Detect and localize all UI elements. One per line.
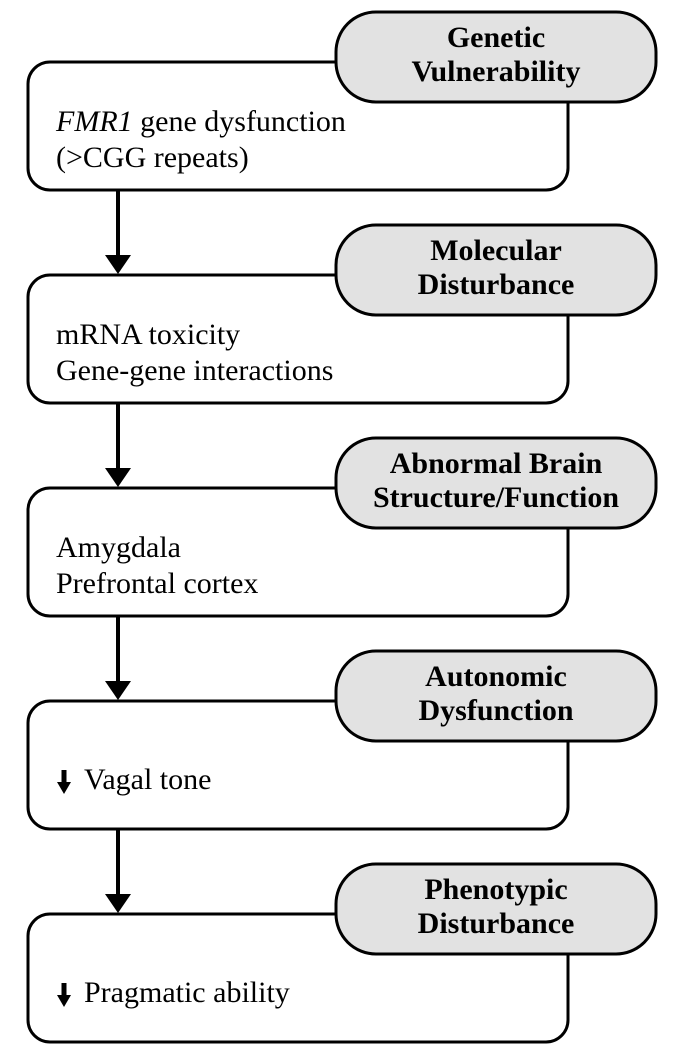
header-text: Disturbance [418, 907, 575, 940]
header-text: Structure/Function [373, 481, 619, 514]
header-text: Phenotypic [424, 873, 567, 906]
flowchart-canvas: FMR1 gene dysfunction(>CGG repeats) mRNA … [0, 0, 692, 1050]
body-line: Pragmatic ability [57, 976, 290, 1009]
connector-arrow [105, 404, 131, 487]
body-text: Pragmatic ability [84, 976, 290, 1009]
body-text: Vagal tone [84, 763, 211, 796]
header-text: Abnormal Brain [390, 447, 603, 480]
header-text: Molecular [430, 234, 562, 267]
flow-node-header: GeneticVulnerability [336, 12, 656, 102]
header-text: Disturbance [418, 268, 575, 301]
flow-node-header: MolecularDisturbance [336, 225, 656, 315]
body-text: mRNA toxicity [56, 318, 240, 351]
body-text: FMR1 gene dysfunction [55, 105, 346, 138]
body-text: Amygdala [56, 531, 181, 564]
body-text: (>CGG repeats) [56, 141, 249, 174]
connector-arrow [105, 830, 131, 913]
body-line: Gene-gene interactions [56, 354, 333, 387]
body-line: mRNA toxicity [56, 318, 240, 351]
header-text: Genetic [447, 21, 545, 54]
body-text: Prefrontal cortex [56, 567, 258, 600]
flow-node-header: PhenotypicDisturbance [336, 864, 656, 954]
header-text: Autonomic [425, 660, 567, 693]
header-text: Dysfunction [418, 694, 573, 727]
header-text: Vulnerability [412, 55, 581, 88]
body-text: Gene-gene interactions [56, 354, 333, 387]
connector-arrow [105, 191, 131, 274]
connector-arrow [105, 617, 131, 700]
body-line: Prefrontal cortex [56, 567, 258, 600]
body-line: (>CGG repeats) [56, 141, 249, 174]
flow-node-header: AutonomicDysfunction [336, 651, 656, 741]
flow-node-header: Abnormal BrainStructure/Function [336, 438, 656, 528]
body-line: FMR1 gene dysfunction [55, 105, 346, 138]
body-line: Amygdala [56, 531, 181, 564]
